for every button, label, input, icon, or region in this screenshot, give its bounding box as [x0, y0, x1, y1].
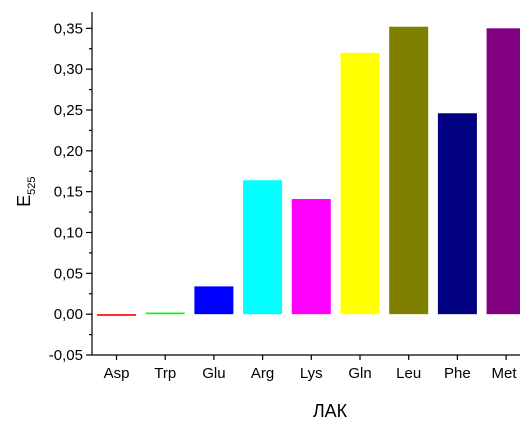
y-tick-label: 0,35	[54, 20, 83, 37]
bar-asp	[97, 314, 136, 316]
x-tick-label-asp: Asp	[104, 365, 130, 382]
bar-trp	[145, 312, 185, 315]
x-tick-label-gln: Gln	[348, 365, 371, 382]
bar-met	[486, 28, 520, 315]
y-ticks: -0,05 0,00 0,05 0,10 0,15 0,20 0,25 0,30 0,35	[49, 20, 92, 364]
x-tick-label-met: Met	[491, 365, 517, 382]
y-tick-label: 0,20	[54, 143, 83, 160]
x-category-labels: Asp Trp Glu Arg Lys Gln Leu Phe Met	[104, 355, 517, 382]
y-tick-label: 0,05	[54, 265, 83, 282]
y-tick-label: 0,15	[54, 184, 83, 201]
bar-arg	[243, 180, 283, 315]
x-tick-label-arg: Arg	[251, 365, 274, 382]
y-tick-label: 0,10	[54, 225, 83, 242]
bar-glu	[194, 286, 234, 315]
bar-leu	[389, 26, 429, 315]
y-axis-title-subscript: 525	[26, 176, 38, 194]
y-axis-title: E525	[14, 176, 38, 206]
bars-layer	[97, 26, 520, 316]
x-axis-title: ЛАК	[313, 401, 348, 421]
x-tick-label-phe: Phe	[444, 365, 471, 382]
bar-phe	[437, 113, 477, 315]
y-tick-label: 0,30	[54, 61, 83, 78]
x-tick-label-glu: Glu	[202, 365, 225, 382]
y-tick-label: 0,00	[54, 306, 83, 323]
y-tick-label: 0,25	[54, 102, 83, 119]
x-tick-label-trp: Trp	[154, 365, 176, 382]
y-axis-title-main: E	[14, 195, 34, 207]
x-tick-label-leu: Leu	[396, 365, 421, 382]
x-tick-label-lys: Lys	[300, 365, 323, 382]
bar-lys	[291, 199, 331, 315]
bar-gln	[340, 52, 380, 315]
y-tick-label: -0,05	[49, 347, 83, 364]
